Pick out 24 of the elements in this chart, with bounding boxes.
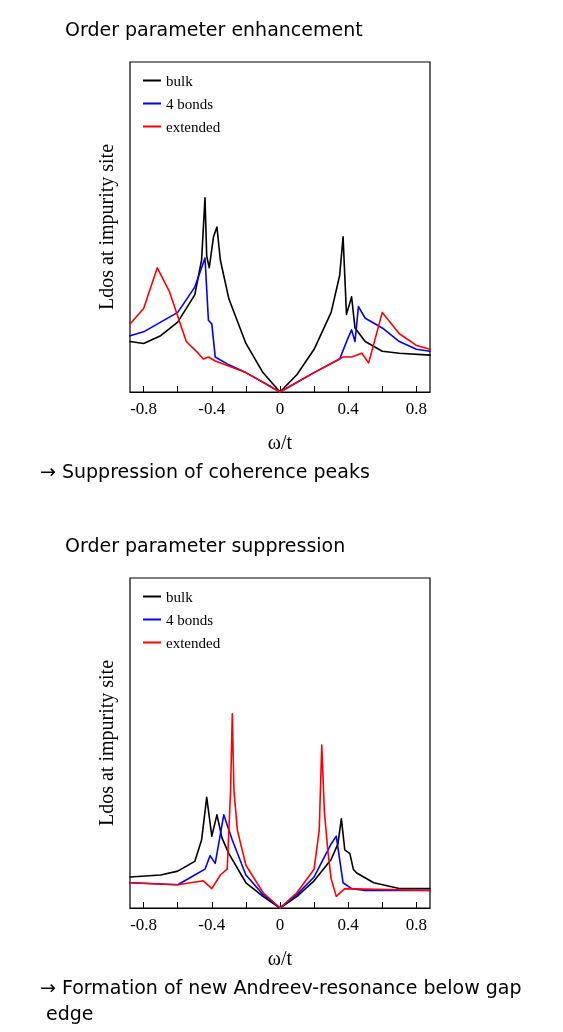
x-tick-label: 0 (275, 399, 285, 418)
x-tick-label: -0.8 (130, 399, 158, 418)
x-axis-title: ω/t (267, 431, 293, 453)
legend-label: 4 bonds (166, 611, 214, 628)
x-tick-label: 0.8 (405, 399, 427, 418)
x-tick-label: -0.8 (130, 915, 158, 934)
x-tick-label: -0.4 (198, 399, 226, 418)
legend-label: 4 bonds (166, 95, 214, 112)
x-tick-label: 0.8 (405, 915, 427, 934)
chart-title: Order parameter suppression (65, 533, 346, 556)
x-tick-label: 0 (275, 915, 285, 934)
x-tick-label: 0.4 (337, 915, 360, 934)
x-axis-title: ω/t (267, 947, 293, 969)
chart-title: Order parameter enhancement (65, 17, 363, 40)
legend-label: bulk (166, 588, 194, 605)
legend-label: extended (166, 118, 221, 135)
legend-label: bulk (166, 72, 194, 89)
x-tick-label: 0.4 (337, 399, 360, 418)
x-tick-label: -0.4 (198, 915, 226, 934)
y-axis-title: Ldos at impurity site (95, 143, 118, 311)
text: → Suppression of coherence peaks (40, 460, 370, 482)
text: → Formation of new Andreev-resonance below gap edge (40, 976, 522, 1024)
y-axis-title: Ldos at impurity site (95, 659, 118, 827)
legend-label: extended (166, 634, 221, 651)
